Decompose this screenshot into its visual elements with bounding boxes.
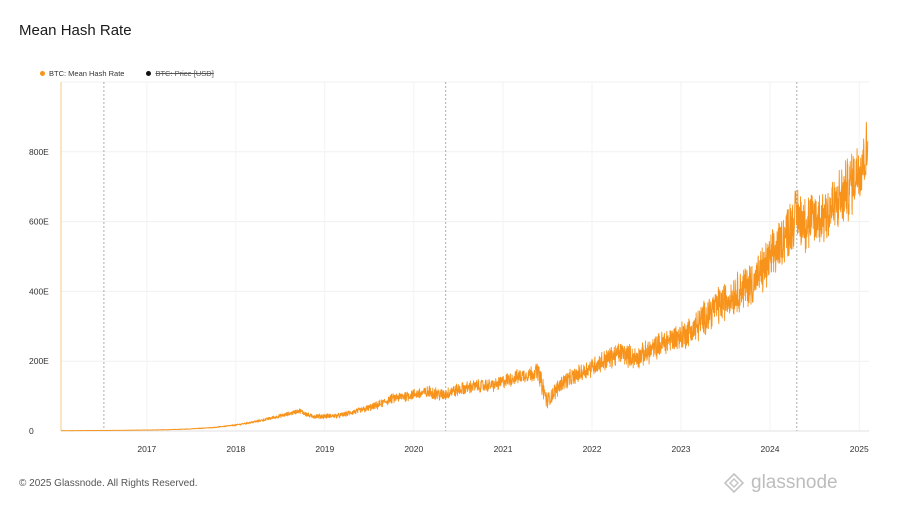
y-tick-label: 600E xyxy=(29,217,49,227)
x-tick-label: 2023 xyxy=(672,444,691,454)
y-tick-label: 800E xyxy=(29,147,49,157)
x-tick-label: 2017 xyxy=(137,444,156,454)
y-tick-label: 0 xyxy=(29,426,34,436)
legend-label-price: BTC: Price [USD] xyxy=(155,69,214,78)
x-tick-label: 2021 xyxy=(494,444,513,454)
legend-item-price[interactable]: BTC: Price [USD] xyxy=(146,69,214,78)
y-tick-label: 200E xyxy=(29,356,49,366)
x-tick-label: 2025 xyxy=(850,444,869,454)
copyright-footer: © 2025 Glassnode. All Rights Reserved. xyxy=(19,478,198,489)
legend-item-hash-rate[interactable]: BTC: Mean Hash Rate xyxy=(40,69,124,78)
x-tick-label: 2018 xyxy=(226,444,245,454)
glassnode-logo-text: glassnode xyxy=(751,472,838,493)
glassnode-logo-icon xyxy=(723,472,745,494)
x-tick-label: 2024 xyxy=(761,444,780,454)
x-tick-label: 2022 xyxy=(583,444,602,454)
y-tick-label: 400E xyxy=(29,286,49,296)
x-tick-label: 2020 xyxy=(404,444,423,454)
glassnode-logo: glassnode xyxy=(723,472,838,494)
legend-label-hash-rate: BTC: Mean Hash Rate xyxy=(49,69,125,78)
legend-dot-hash-rate xyxy=(40,71,45,76)
chart-legend: BTC: Mean Hash Rate BTC: Price [USD] xyxy=(40,69,214,78)
legend-dot-price xyxy=(146,71,152,76)
chart-title: Mean Hash Rate xyxy=(19,22,132,39)
series-line-hash-rate[interactable] xyxy=(60,121,869,432)
x-tick-label: 2019 xyxy=(315,444,334,454)
